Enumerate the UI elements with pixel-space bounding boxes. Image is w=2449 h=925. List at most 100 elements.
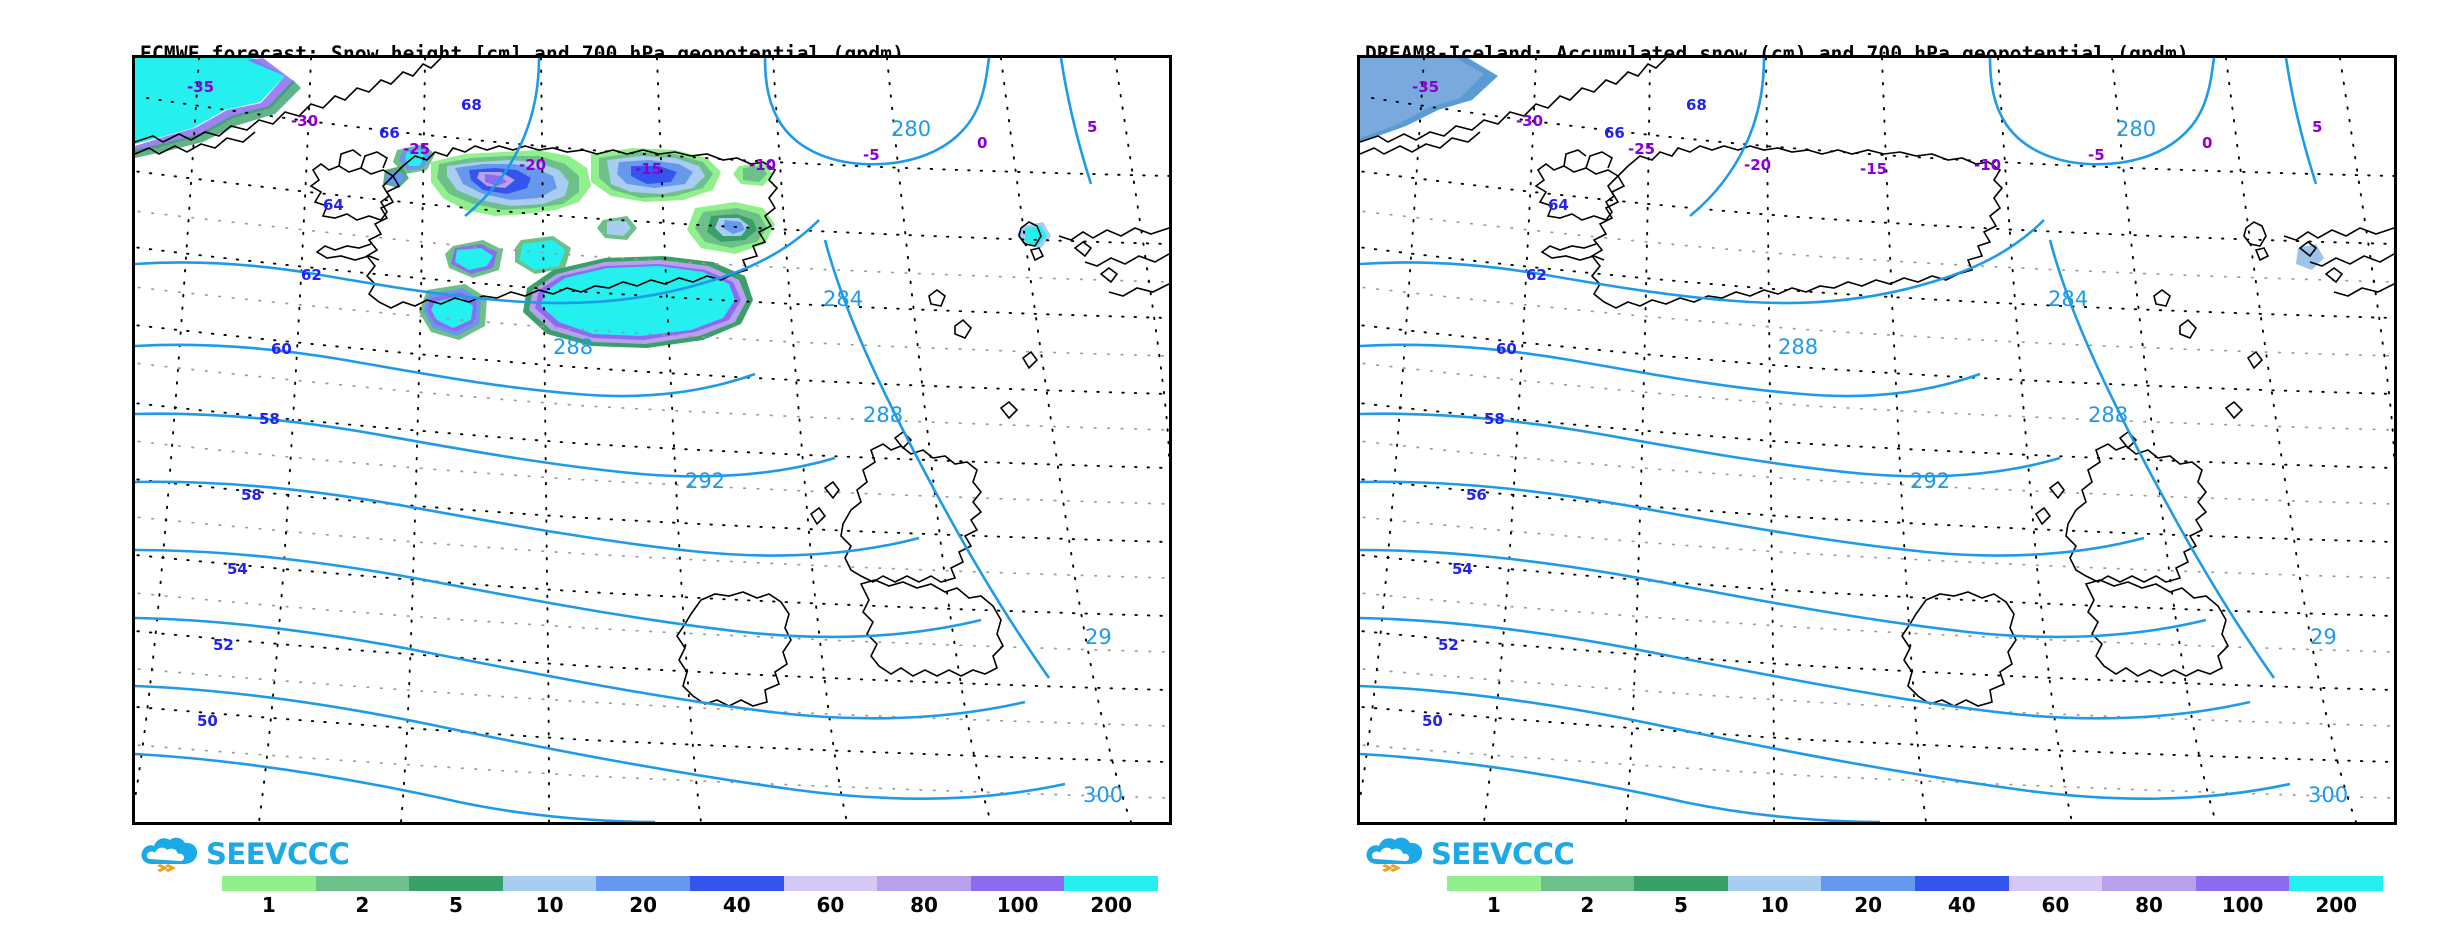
seevccc-logo-right: SEEVCCC [1365,832,1575,876]
colorbar-cell [689,876,784,891]
colorbar-cell [1727,876,1822,891]
svg-text:288: 288 [1778,335,1818,359]
svg-text:64: 64 [323,196,344,214]
colorbar-cell [1447,876,1541,891]
svg-text:60: 60 [1496,340,1517,358]
cloud-icon [1365,834,1425,874]
colorbar-ticks: 1 2 5 10 20 40 60 80 100 200 [1447,891,2383,917]
colorbar-tick: 5 [1674,893,1688,917]
colorbar-cell [2289,876,2383,891]
colorbar-cell [970,876,1065,891]
svg-text:68: 68 [1686,96,1707,114]
svg-text:56: 56 [1466,486,1487,504]
colorbar-cell [2008,876,2103,891]
seevccc-logo-text: SEEVCCC [206,837,350,871]
svg-text:29: 29 [2310,625,2337,649]
svg-text:288: 288 [2088,403,2128,427]
colorbar-cell [222,876,316,891]
colorbar-cell [1821,876,1915,891]
colorbar-tick: 200 [1090,893,1133,917]
colorbar-tick: 80 [910,893,938,917]
svg-text:52: 52 [213,636,234,654]
colorbar-tick: 20 [1854,893,1883,917]
colorbar-cell [409,876,503,891]
colorbar-cell [1064,876,1158,891]
seevccc-logo-text: SEEVCCC [1431,837,1575,871]
geopotential-contour-layer [1360,58,2318,822]
cloud-icon [140,834,200,874]
colorbar-strip [1447,876,2383,891]
colorbar-tick: 200 [2315,893,2358,917]
svg-text:280: 280 [2116,117,2156,141]
colorbar-tick: 80 [2135,893,2163,917]
colorbar-cell [315,876,410,891]
svg-text:284: 284 [823,287,863,311]
svg-text:288: 288 [863,403,903,427]
svg-text:54: 54 [227,560,248,578]
map-ecmwf[interactable]: 280 284 288 288 292 29 300 -35 -30 -25 -… [132,55,1172,825]
svg-text:5: 5 [2312,118,2322,136]
latitude-labels: 68 66 64 62 60 58 56 54 52 50 [1422,96,1707,730]
svg-text:-5: -5 [863,146,880,164]
svg-text:-20: -20 [1744,156,1771,174]
svg-text:-25: -25 [1628,140,1655,158]
svg-text:288: 288 [553,335,593,359]
svg-text:29: 29 [1085,625,1112,649]
colorbar-tick: 40 [722,893,751,917]
snow-shading-layer [135,58,1051,348]
panel-ecmwf: ECMWF forecast: Snow height [cm] and 700… [0,0,1224,925]
svg-text:5: 5 [1087,118,1097,136]
colorbar-strip [222,876,1158,891]
svg-text:62: 62 [1526,266,1547,284]
svg-text:58: 58 [259,410,280,428]
colorbar-cell [1914,876,2009,891]
colorbar-cell [502,876,597,891]
colorbar-cell [783,876,878,891]
snow-shading-layer [1360,58,2324,270]
colorbar-tick: 10 [1760,893,1789,917]
colorbar-tick: 5 [449,893,463,917]
svg-text:300: 300 [1083,783,1123,807]
latitude-labels: 68 66 64 62 60 58 58 54 52 50 [197,96,482,730]
colorbar-tick: 60 [816,893,845,917]
colorbar-cell [596,876,690,891]
colorbar-tick: 2 [355,893,370,917]
contour-labels: 280 284 288 288 292 29 300 [553,117,1123,807]
svg-text:292: 292 [1910,469,1950,493]
svg-text:280: 280 [891,117,931,141]
svg-text:50: 50 [1422,712,1443,730]
svg-text:52: 52 [1438,636,1459,654]
colorbar-tick: 10 [535,893,564,917]
svg-text:-30: -30 [1516,112,1543,130]
svg-text:-20: -20 [519,156,546,174]
svg-text:58: 58 [241,486,262,504]
svg-text:-25: -25 [403,140,430,158]
graticule-layer [1360,58,2394,822]
map-dream8[interactable]: 280 284 288 288 292 29 300 -35 -30 -25 -… [1357,55,2397,825]
panel-dream8: DREAM8-Iceland: Accumulated snow (cm) an… [1225,0,2449,925]
colorbar-right: 1 2 5 10 20 40 60 80 100 200 [1447,876,2383,918]
svg-text:66: 66 [1604,124,1625,142]
colorbar-ticks: 1 2 5 10 20 40 60 80 100 200 [222,891,1158,917]
seevccc-logo-left: SEEVCCC [140,832,350,876]
longitude-labels: -35 -30 -25 -20 -15 -10 -5 0 5 [1412,78,2322,178]
svg-text:292: 292 [685,469,725,493]
svg-text:66: 66 [379,124,400,142]
svg-text:-30: -30 [291,112,318,130]
svg-text:-10: -10 [749,156,776,174]
colorbar-tick: 100 [2221,893,2264,917]
svg-text:60: 60 [271,340,292,358]
colorbar-tick: 100 [996,893,1039,917]
svg-text:0: 0 [2202,134,2212,152]
contour-labels: 280 284 288 288 292 29 300 [1778,117,2348,807]
colorbar-cell [1540,876,1635,891]
svg-text:-10: -10 [1974,156,2001,174]
svg-text:0: 0 [977,134,987,152]
svg-text:-35: -35 [1412,78,1439,96]
svg-text:50: 50 [197,712,218,730]
colorbar-tick: 60 [2041,893,2070,917]
svg-text:64: 64 [1548,196,1569,214]
svg-text:58: 58 [1484,410,1505,428]
colorbar-tick: 1 [261,893,276,917]
